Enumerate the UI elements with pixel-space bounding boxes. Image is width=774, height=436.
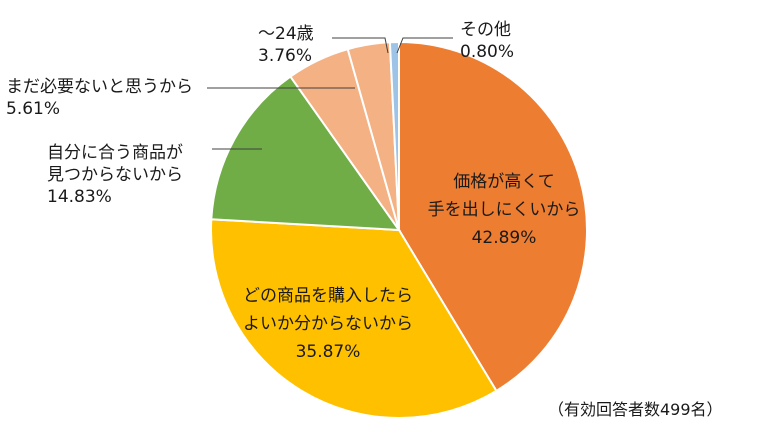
- slice-category-label: 価格が高くて: [453, 172, 555, 192]
- slice-label: まだ必要ないと思うから 5.61%: [6, 77, 193, 119]
- pie-slice: [398, 40, 588, 393]
- slice-category-label: よいか分からないから: [243, 314, 413, 334]
- slice-category-label: 見つからないから: [47, 165, 183, 185]
- slice-value-label: 0.80%: [460, 42, 514, 62]
- slice-label: その他 0.80%: [460, 20, 514, 62]
- pie-slices: [210, 40, 588, 419]
- slice-category-label: 手を出しにくいから: [428, 200, 581, 220]
- slice-value-label: 3.76%: [258, 46, 312, 66]
- slice-category-label: どの商品を購入したら: [243, 286, 413, 306]
- slice-value-label: 14.83%: [47, 187, 112, 207]
- leader-line: [396, 37, 453, 54]
- slice-value-label: 42.89%: [472, 228, 537, 248]
- leader-lines: [207, 37, 453, 150]
- leader-line: [332, 37, 389, 54]
- slice-label: ～24歳 3.76%: [258, 24, 314, 66]
- slice-labels: 価格が高くて手を出しにくいから 42.89% どの商品を購入したらよいか分からないか…: [6, 20, 580, 362]
- slice-label: どの商品を購入したらよいか分からないから 35.87%: [243, 286, 413, 362]
- slice-category-label: まだ必要ないと思うから: [6, 77, 193, 97]
- slice-value-label: 35.87%: [296, 342, 361, 362]
- slice-category-label: その他: [460, 20, 511, 40]
- slice-category-label: ～24歳: [258, 24, 314, 44]
- slice-category-label: 自分に合う商品が: [47, 143, 183, 163]
- pie-slice: [210, 75, 402, 232]
- pie-slice: [388, 40, 400, 231]
- slice-label: 価格が高くて手を出しにくいから 42.89%: [428, 172, 581, 248]
- slice-label: 自分に合う商品が見つからないから 14.83%: [47, 143, 183, 207]
- respondent-count-note: （有効回答者数499名）: [548, 400, 723, 419]
- pie-slice: [210, 218, 498, 419]
- slice-value-label: 5.61%: [6, 99, 60, 119]
